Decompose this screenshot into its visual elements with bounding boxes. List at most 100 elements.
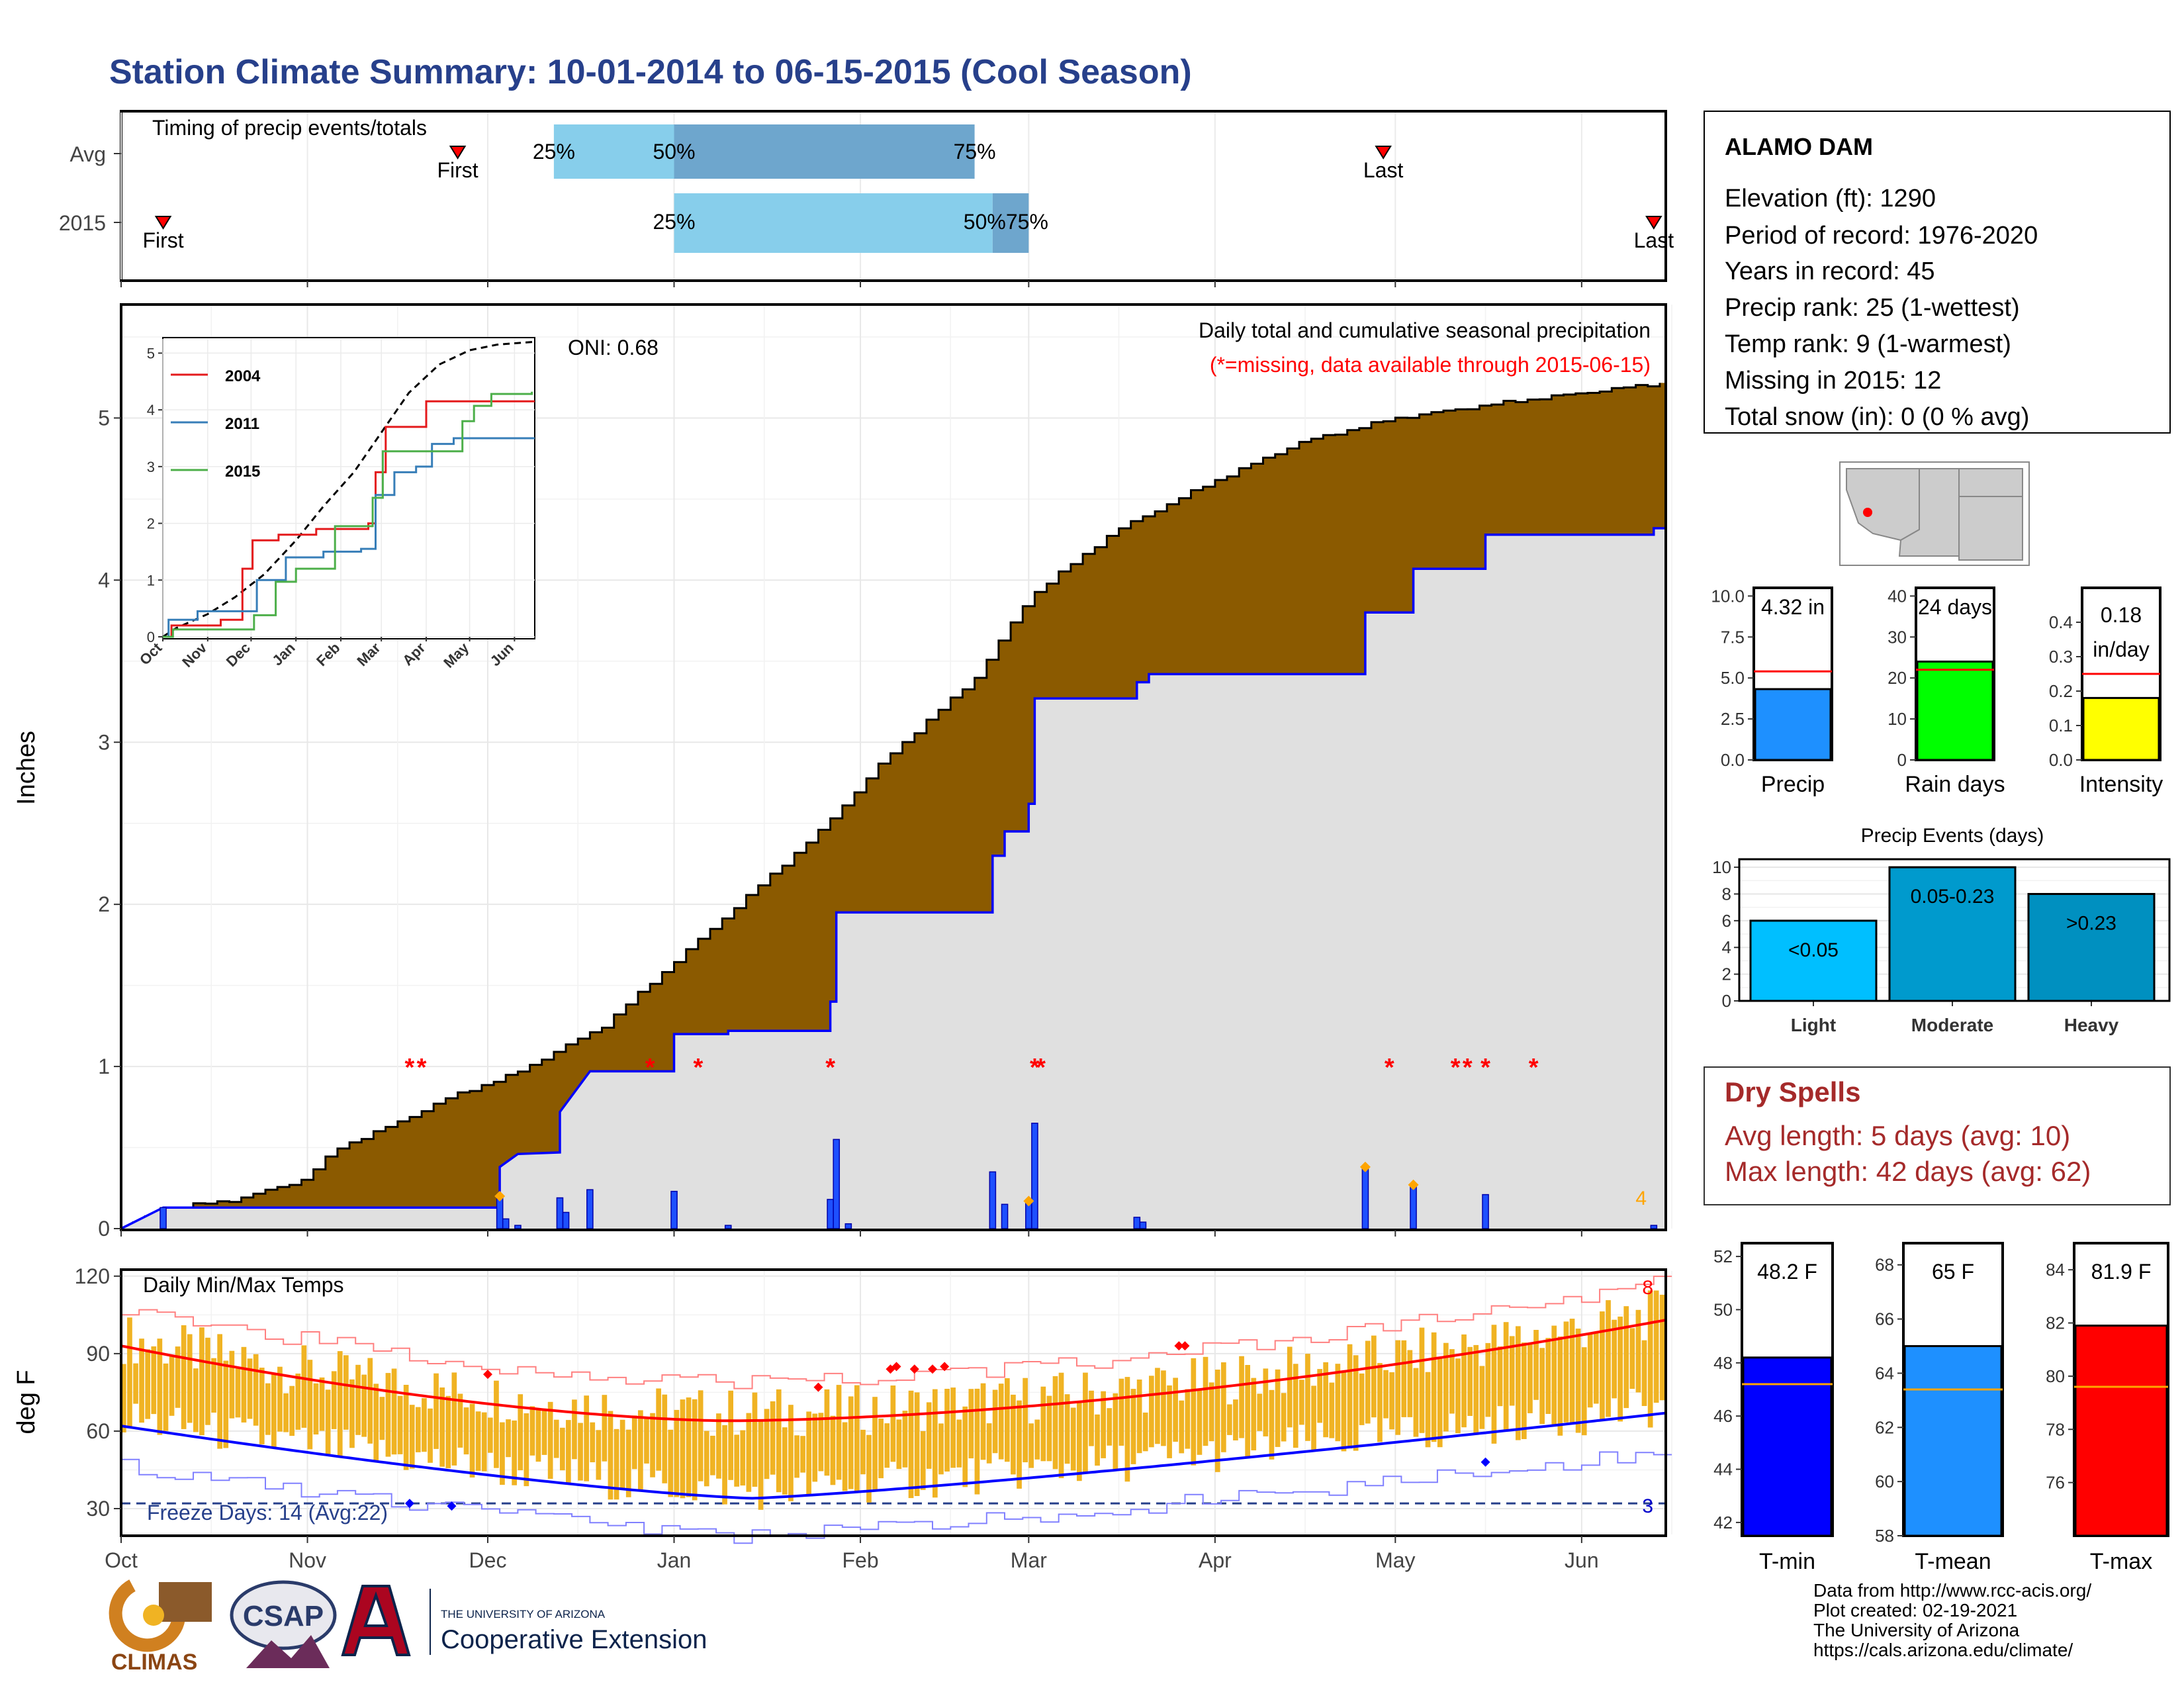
daily-temp-bar <box>824 1389 830 1476</box>
daily-temp-bar <box>247 1358 253 1419</box>
station-precip-rank: Precip rank: 25 (1-wettest) <box>1725 294 2020 322</box>
daily-temp-bar <box>518 1394 523 1471</box>
daily-temp-bar <box>1335 1364 1341 1442</box>
daily-temp-bar <box>1281 1393 1287 1442</box>
daily-temp-bar <box>1167 1385 1172 1458</box>
daily-temp-bar <box>1533 1330 1539 1400</box>
daily-temp-bar <box>145 1349 150 1419</box>
daily-temp-bar <box>1449 1349 1455 1414</box>
inset-series-2015 <box>163 391 533 638</box>
daily-temp-bar <box>933 1389 938 1498</box>
daily-precip-bar <box>724 1225 732 1229</box>
events-bars: 0 2 4 6 8 10 <box>1712 857 2171 1011</box>
record-high-diamond <box>928 1364 938 1374</box>
temp-title: Daily Min/Max Temps <box>143 1273 343 1297</box>
daily-temp-bar <box>1299 1380 1304 1425</box>
station-missing: Missing in 2015: 12 <box>1725 367 1941 395</box>
daily-temp-bar <box>271 1374 277 1447</box>
tmax-label: T-max <box>2090 1549 2152 1574</box>
daily-precip-bar <box>670 1190 678 1229</box>
daily-precip-bar <box>159 1207 167 1229</box>
temp-bar-ytick-label: 80 <box>2046 1366 2065 1386</box>
events-ytick-label: 2 <box>1722 964 1731 984</box>
temp-bar-ytick-label: 48 <box>1713 1353 1733 1373</box>
precip-events-chart: Precip Events (days) 0 2 4 6 8 10 Light Moder… <box>1712 825 2171 1035</box>
daily-temp-bar <box>1028 1423 1034 1468</box>
month-label: Feb <box>842 1548 878 1572</box>
mini-bar-ytick-label: 0.1 <box>2049 716 2073 735</box>
daily-temp-bar <box>866 1434 872 1503</box>
daily-precip-bar <box>1482 1194 1489 1229</box>
timing-row-avg-label: Avg <box>69 142 106 166</box>
daily-temp-bar <box>1545 1338 1551 1414</box>
month-label: Oct <box>105 1548 138 1572</box>
events-ytick-label: 4 <box>1722 937 1731 957</box>
daily-temp-bar <box>1522 1342 1527 1439</box>
daily-temp-bar <box>566 1420 571 1484</box>
daily-precip-bar <box>1001 1203 1009 1229</box>
daily-temp-bar <box>1539 1348 1545 1425</box>
daily-temp-bar <box>1149 1376 1154 1448</box>
daily-temp-bar <box>367 1358 373 1444</box>
month-label: Jan <box>657 1548 692 1572</box>
daily-temp-bar <box>1371 1335 1377 1418</box>
temp-ytick-label: 60 <box>86 1419 110 1443</box>
daily-temp-bar <box>385 1373 391 1457</box>
station-years: Years in record: 45 <box>1725 258 1935 285</box>
precip-ylabel: Inches <box>13 731 40 805</box>
cumulative-average-line <box>121 383 1661 1230</box>
daily-temp-bar <box>1227 1404 1232 1435</box>
daily-temp-bar <box>469 1403 475 1477</box>
daily-temp-bar <box>1431 1332 1437 1442</box>
daily-record-diamond <box>1359 1161 1371 1172</box>
avg-bar-25-50 <box>553 124 674 179</box>
daily-temp-bar <box>1208 1382 1214 1442</box>
daily-temp-bar <box>854 1385 860 1491</box>
daily-record-diamond <box>1408 1179 1419 1190</box>
daily-temp-bar <box>235 1368 241 1418</box>
dry-title: Dry Spells <box>1725 1076 1860 1107</box>
daily-temp-bar <box>217 1334 222 1449</box>
daily-temp-bar <box>698 1390 704 1481</box>
station-temp-rank: Temp rank: 9 (1-warmest) <box>1725 330 2011 358</box>
dry-box <box>1704 1066 2171 1205</box>
daily-temp-bar <box>1635 1309 1641 1393</box>
daily-temp-bar <box>680 1399 686 1499</box>
daily-temp-bar <box>331 1371 337 1429</box>
normal-max-line <box>120 1319 1666 1423</box>
daily-temp-bar <box>1341 1370 1347 1452</box>
daily-temp-bar <box>1089 1390 1094 1446</box>
avg-first-label: First <box>437 158 478 182</box>
timing-row-2015-label: 2015 <box>59 211 106 235</box>
precip-frame <box>120 303 1667 1231</box>
daily-temp-bar <box>535 1410 541 1462</box>
intensity-unit: in/day <box>2093 637 2149 661</box>
mini-bar-fill <box>1754 688 1832 761</box>
daily-temp-bar <box>842 1422 848 1491</box>
footer-url: https://cals.arizona.edu/climate/ <box>1813 1640 2073 1660</box>
daily-temp-bar <box>1641 1340 1647 1406</box>
daily-temp-bar <box>1647 1290 1653 1428</box>
temp-frame <box>120 1268 1667 1537</box>
timing-marks <box>114 113 1662 279</box>
temp-bar-ytick-label: 76 <box>2046 1473 2065 1493</box>
daily-temp-bar <box>650 1413 655 1477</box>
daily-temp-bar <box>1467 1346 1473 1416</box>
daily-temp-bar <box>488 1417 493 1453</box>
page-title: Station Climate Summary: 10-01-2014 to 0… <box>109 53 1192 91</box>
temp-ytick-label: 120 <box>75 1264 110 1288</box>
daily-precip-bar <box>1031 1123 1038 1229</box>
daily-precip-bar <box>562 1211 570 1229</box>
daily-temp-bar <box>355 1364 361 1435</box>
daily-precip-bar <box>1410 1184 1417 1229</box>
inset-ytick-label: 3 <box>147 459 155 475</box>
daily-temp-bar <box>1161 1370 1166 1446</box>
events-val-moderate: 0.05-0.23 <box>1911 886 1995 908</box>
daily-temp-bar <box>1191 1358 1197 1466</box>
daily-temp-bar <box>553 1419 559 1458</box>
daily-temp-bar <box>500 1422 505 1485</box>
daily-temp-bar <box>1575 1329 1581 1433</box>
temp-panel: deg F Daily Min/Max Temps Freeze Days: 1… <box>13 281 1672 1572</box>
daily-temp-bar <box>1017 1400 1022 1489</box>
daily-temp-bar <box>926 1402 932 1469</box>
